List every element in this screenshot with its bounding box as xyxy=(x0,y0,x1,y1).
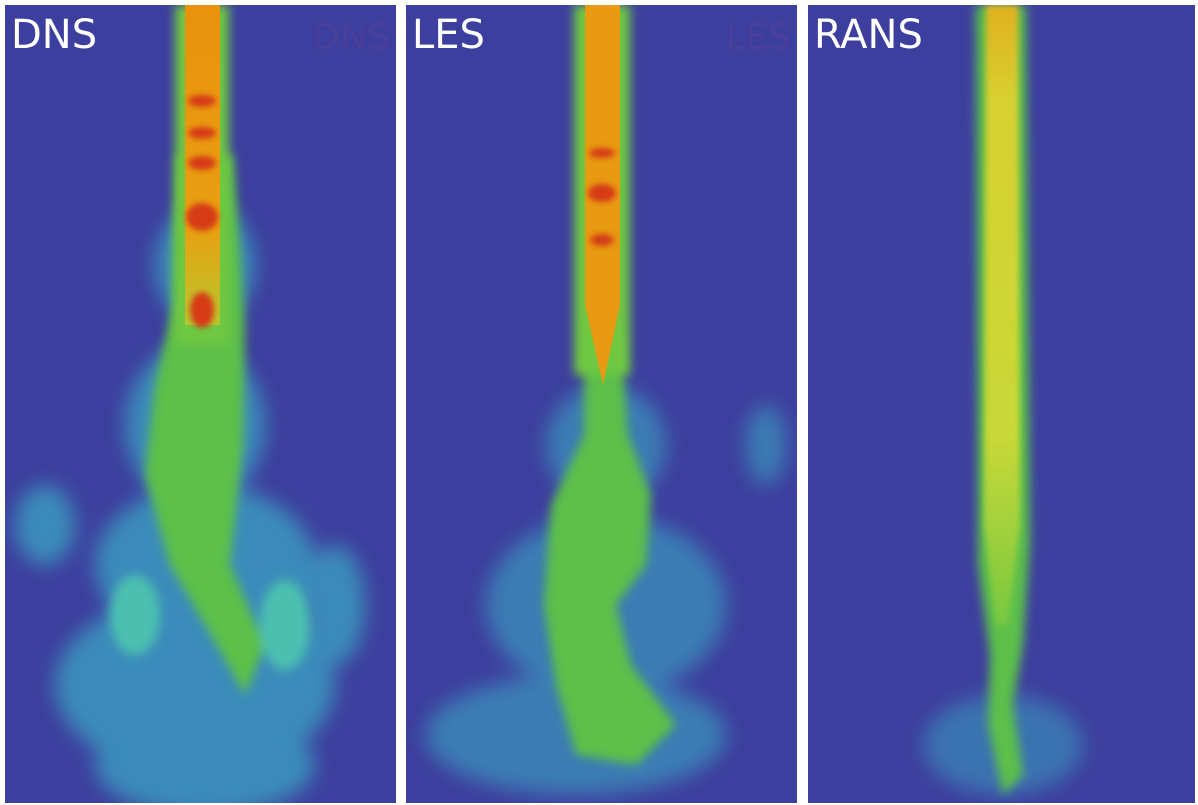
jet-core xyxy=(984,5,1020,625)
panel-label: RANS xyxy=(814,12,923,58)
page: {"panels": [ {"label": "DNS", "watermark… xyxy=(0,0,1198,805)
panel-label: DNS xyxy=(11,12,97,58)
les-panel: LES LES xyxy=(406,5,797,803)
panel-label: LES xyxy=(412,12,485,58)
rans-panel: RANS xyxy=(808,5,1195,803)
watermark: DNS xyxy=(312,17,390,58)
dns-panel: DNS DNS xyxy=(5,5,396,803)
watermark: LES xyxy=(725,17,791,58)
